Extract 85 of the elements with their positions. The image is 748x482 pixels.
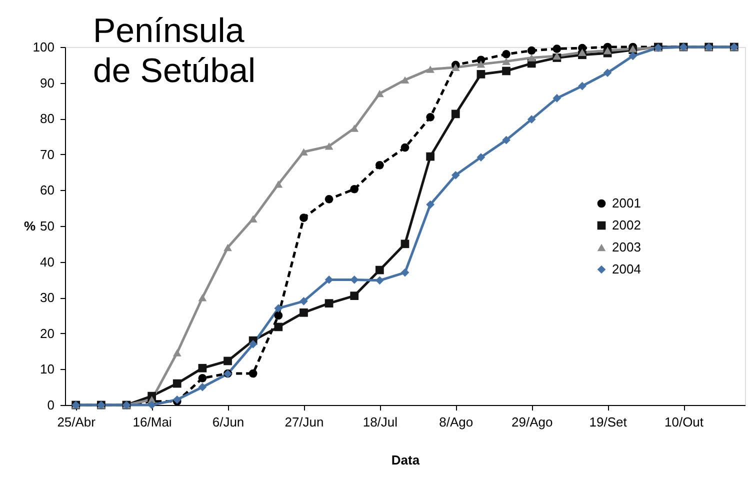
- point: [248, 369, 258, 378]
- y-tick-label: 50: [40, 218, 54, 234]
- x-tick-label: 16/Mai: [132, 414, 172, 430]
- y-tick-label: 100: [32, 40, 54, 54]
- legend-label: 2004: [612, 262, 641, 276]
- legend-label: 2002: [612, 218, 641, 232]
- point: [172, 379, 182, 388]
- y-axis-title: %: [24, 218, 36, 234]
- legend-label: 2003: [612, 240, 641, 254]
- point: [248, 340, 258, 348]
- point: [324, 142, 334, 150]
- point: [451, 64, 460, 72]
- point: [300, 296, 308, 306]
- point: [502, 50, 510, 58]
- point: [426, 152, 435, 161]
- point: [476, 153, 486, 162]
- point: [376, 276, 384, 285]
- y-tick-label: 70: [40, 146, 54, 162]
- point: [274, 311, 283, 320]
- point: [274, 304, 283, 313]
- point: [400, 143, 410, 152]
- point: [324, 194, 334, 204]
- point: [224, 356, 232, 366]
- y-tick-label: 40: [40, 254, 54, 270]
- point: [451, 170, 460, 180]
- x-tick-label: 29/Ago: [511, 414, 553, 430]
- x-axis-title: Data: [391, 452, 420, 468]
- legend-label: 2001: [612, 196, 641, 210]
- point: [426, 112, 434, 122]
- point: [476, 60, 486, 68]
- point: [300, 308, 308, 317]
- point: [198, 382, 207, 392]
- point: [350, 184, 359, 194]
- y-tick-label: 10: [40, 362, 54, 377]
- point: [274, 180, 283, 188]
- point: [603, 46, 612, 54]
- point: [400, 240, 410, 248]
- point: [502, 58, 510, 65]
- point: [527, 115, 536, 124]
- point: [552, 94, 562, 102]
- point: [350, 124, 359, 132]
- chart-title: Península de Setúbal: [93, 12, 256, 90]
- point: [350, 292, 359, 300]
- point: [426, 66, 434, 73]
- y-tick-label: 30: [40, 290, 54, 306]
- point: [426, 200, 434, 209]
- x-tick-label: 6/Jun: [212, 414, 244, 430]
- point: [628, 52, 638, 60]
- point: [224, 244, 232, 252]
- y-tick-label: 80: [40, 111, 54, 126]
- point: [451, 110, 460, 118]
- point: [274, 322, 283, 332]
- point: [376, 90, 384, 98]
- point: [248, 215, 258, 222]
- point: [552, 44, 562, 53]
- point: [578, 82, 586, 90]
- x-tick-label: 25/Abr: [57, 414, 96, 430]
- point: [148, 400, 156, 410]
- point: [300, 148, 308, 156]
- x-tick-label: 8/Ago: [439, 414, 474, 430]
- y-tick-label: 0: [47, 398, 54, 412]
- point: [172, 349, 182, 356]
- y-tick-label: 20: [40, 326, 54, 341]
- point: [198, 374, 207, 382]
- point: [376, 160, 384, 170]
- point: [527, 46, 536, 55]
- x-tick-label: 19/Set: [589, 414, 628, 430]
- point: [376, 266, 384, 274]
- point: [502, 66, 510, 76]
- point: [198, 294, 207, 302]
- x-tick-label: 10/Out: [664, 414, 704, 430]
- point: [502, 136, 510, 144]
- y-tick-label: 60: [40, 182, 54, 198]
- point: [527, 54, 536, 62]
- y-tick-label: 90: [40, 75, 54, 90]
- point: [400, 76, 410, 84]
- x-tick-label: 18/Jul: [362, 414, 398, 430]
- point: [578, 48, 586, 56]
- point: [400, 268, 410, 277]
- x-tick-label: 27/Jun: [284, 414, 324, 430]
- point: [603, 68, 612, 77]
- point: [300, 214, 308, 222]
- point: [324, 299, 334, 308]
- point: [198, 364, 207, 372]
- point: [476, 70, 486, 78]
